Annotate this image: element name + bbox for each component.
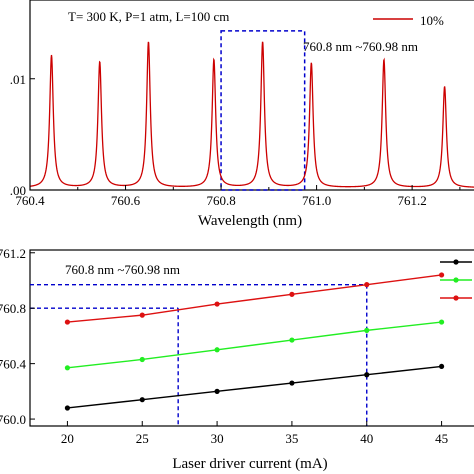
tuning-legend-marker [453,259,459,265]
spectrum-y-ticks: .00 .01 [10,72,35,198]
spectrum-y-tick-label: .01 [10,72,26,87]
tuning-y-tick-label: 760.8 [0,301,26,316]
tuning-data-point [64,319,71,325]
spectrum-x-tick-label: 760.6 [111,193,141,208]
tuning-data-point [438,363,445,370]
spectrum-x-axis-label: Wavelength (nm) [198,213,302,229]
tuning-x-axis-label: Laser driver current (mA) [172,456,327,472]
tuning-y-tick-label: 761.2 [0,246,26,261]
tuning-plot-frame [29,249,474,427]
tuning-data-point [64,365,71,371]
tuning-data-point [364,372,370,378]
tuning-data-point [289,337,295,343]
spectrum-series-line [29,41,474,188]
tuning-data-point [289,380,295,386]
spectrum-y-tick-label: .00 [10,183,26,198]
wavelength-range-rect [220,30,306,191]
tuning-series-line-1 [67,321,442,369]
spectrum-plot-frame [29,0,474,191]
wavelength-range-box [220,30,306,191]
tuning-data-point [289,291,295,297]
spectrum-x-tick-label: 760.8 [206,193,235,208]
tuning-x-tick-label: 30 [211,431,224,446]
tuning-x-tick-label: 20 [61,431,74,446]
tuning-series-line-0 [67,365,442,409]
tuning-legend-marker [453,295,459,301]
tuning-series-line-2 [67,274,442,323]
tuning-series [64,272,445,411]
tuning-y-ticks: 760.0 760.4 760.8 761.2 [0,246,35,427]
tuning-x-tick-label: 25 [136,431,149,446]
tuning-panel: 20 25 30 35 40 45 760.0 760.4 760.8 761.2 Laser … [0,246,474,472]
spectrum-x-tick-label: 760.4 [15,193,45,208]
tuning-y-tick-label: 760.4 [0,357,27,372]
tuning-guide-lines [30,283,368,426]
tuning-data-point [364,327,370,333]
tuning-data-point [139,312,145,318]
tuning-x-tick-label: 45 [435,431,448,446]
tuning-range-annotation: 760.8 nm ~760.98 nm [65,262,180,277]
tuning-data-point [139,356,145,363]
tuning-y-tick-label: 760.0 [0,412,26,427]
tuning-x-tick-label: 35 [285,431,298,446]
tuning-data-point [139,397,145,403]
spectrum-x-tick-label: 761.0 [302,193,331,208]
spectrum-range-annotation: 760.8 nm ~760.98 nm [303,39,418,54]
spectrum-x-tick-label: 761.2 [398,193,427,208]
tuning-x-tick-label: 40 [360,431,373,446]
tuning-legend [440,259,472,301]
tuning-legend-marker [453,277,459,283]
tuning-data-point [438,319,445,325]
tuning-data-point [64,405,71,411]
spectrum-legend-label: 10% [420,13,444,28]
tuning-data-point [214,388,220,394]
spectrum-panel: 760.4 760.6 760.8 761.0 761.2 .00 .01 Wavelen… [10,0,474,229]
tuning-x-ticks: 20 25 30 35 40 45 [61,421,448,446]
tuning-data-point [214,301,220,307]
tuning-data-point [214,347,220,353]
spectrum-x-ticks: 760.4 760.6 760.8 761.0 761.2 [15,185,461,208]
tuning-data-point [438,272,445,278]
conditions-annotation: T= 300 K, P=1 atm, L=100 cm [68,9,229,24]
tuning-data-point [364,282,370,288]
